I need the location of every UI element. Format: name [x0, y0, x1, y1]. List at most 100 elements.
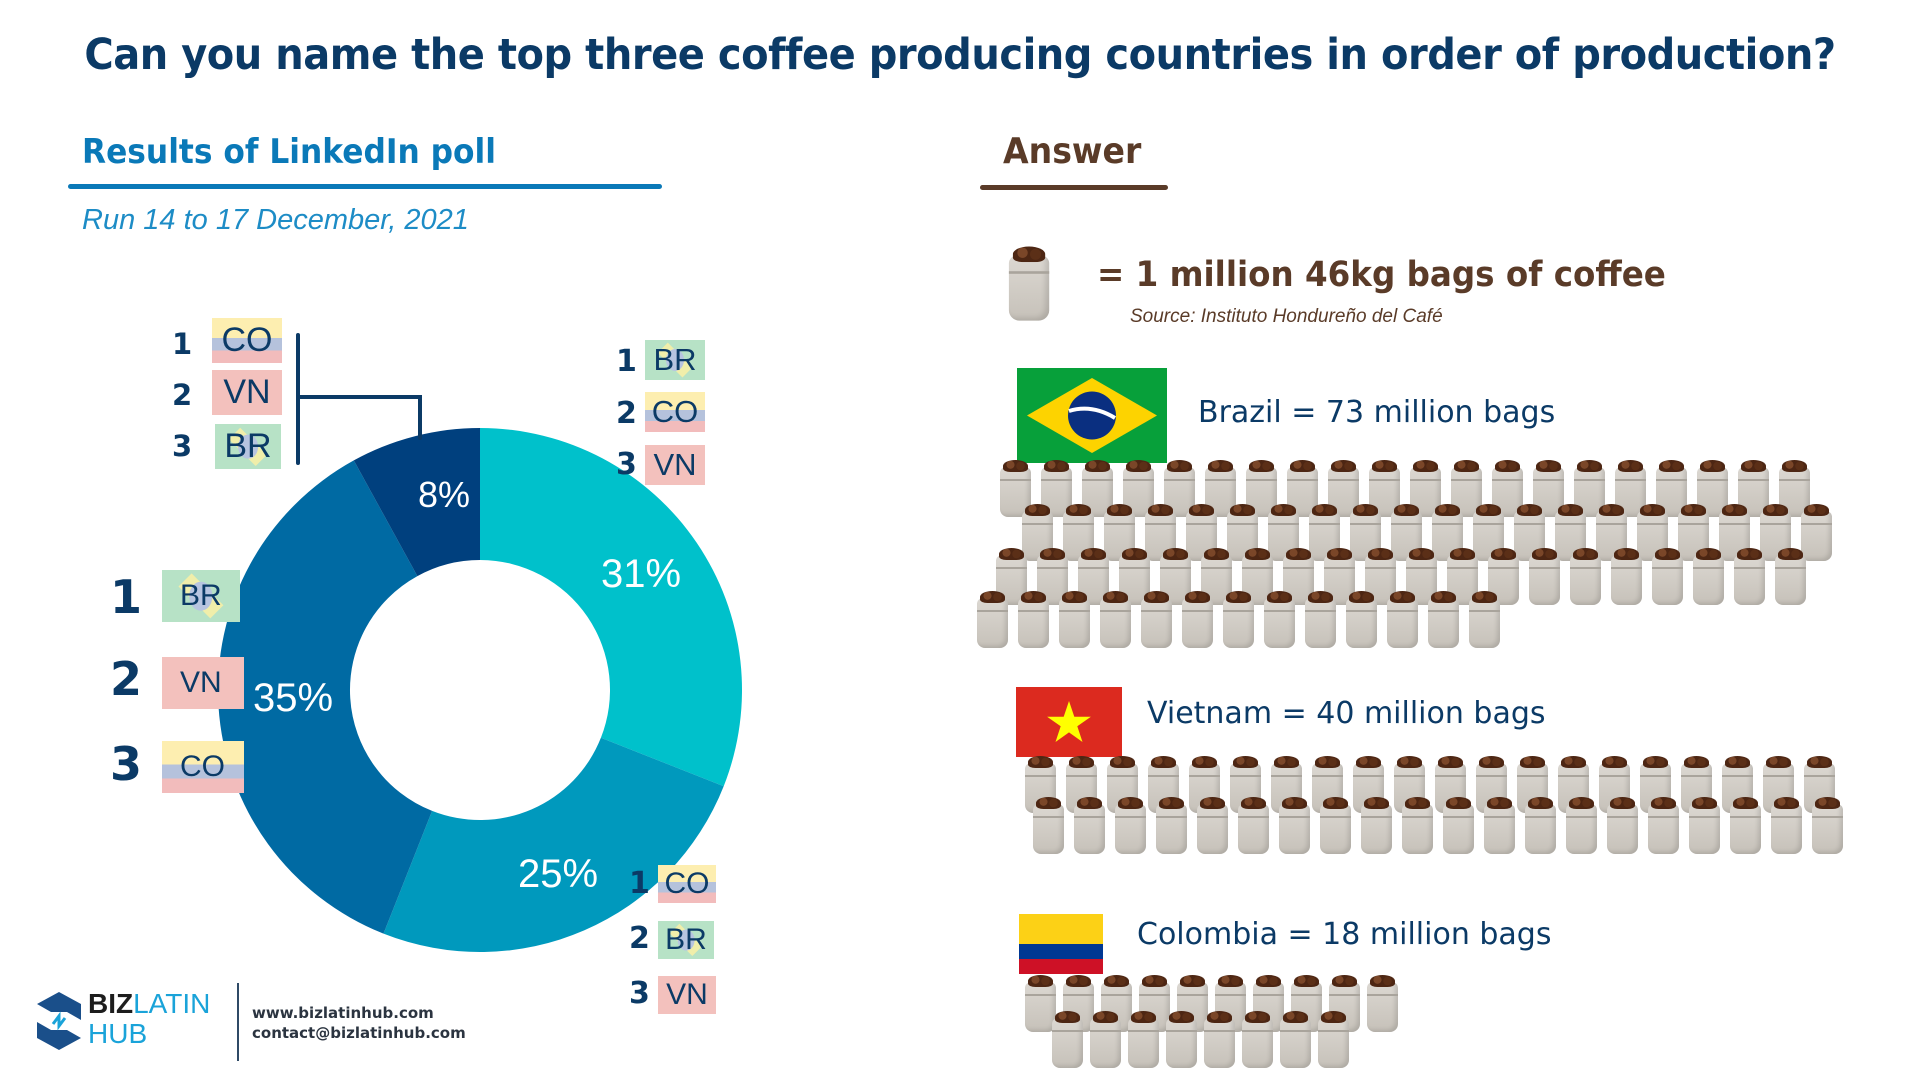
coffee-sack-icon [1015, 586, 1056, 650]
navy-connector [296, 333, 422, 465]
tag-co: CO [645, 392, 705, 432]
rank-number: 1 [110, 570, 143, 624]
footer-divider [237, 983, 239, 1061]
coffee-sack-icon [1425, 586, 1466, 650]
coffee-sack-icon [1801, 751, 1842, 815]
bizlatinhub-logo-icon [37, 992, 81, 1050]
source-text: Source: Instituto Hondureño del Café [1130, 306, 1443, 327]
email-link[interactable]: contact@bizlatinhub.com [252, 1024, 466, 1042]
rank-number: 3 [616, 447, 637, 482]
coffee-sack-icon [1302, 586, 1343, 650]
vietnam-flag [1016, 687, 1122, 757]
rank-number: 2 [616, 396, 637, 431]
vietnam-label: Vietnam = 40 million bags [1147, 696, 1546, 731]
coffee-sack-icon [1522, 792, 1563, 856]
coffee-sack-icon [1604, 792, 1645, 856]
coffee-sack-icon [1087, 1006, 1125, 1070]
colombia-label: Colombia = 18 million bags [1137, 917, 1552, 952]
coffee-sack-icon [1315, 1006, 1353, 1070]
tag-co: CO [212, 318, 282, 363]
page-title: Can you name the top three coffee produc… [84, 30, 1836, 80]
rank-number: 3 [629, 976, 650, 1011]
coffee-sack-icon [1277, 1006, 1315, 1070]
rank-number: 2 [110, 652, 143, 706]
tag-br: BR [645, 340, 705, 380]
tag-vn: VN [658, 976, 716, 1014]
coffee-sack-icon [1567, 543, 1608, 607]
coffee-sack-icon [1384, 586, 1425, 650]
coffee-sack-icon [1239, 1006, 1277, 1070]
brazil-flag [1017, 368, 1167, 463]
coffee-sack-icon [1727, 792, 1768, 856]
rank-number: 3 [172, 429, 193, 463]
coffee-sack-icon [1022, 970, 1060, 1034]
website-link[interactable]: www.bizlatinhub.com [252, 1004, 434, 1022]
coffee-sack-icon [1125, 1006, 1163, 1070]
brazil-label: Brazil = 73 million bags [1198, 395, 1556, 430]
coffee-sack-icon [1440, 792, 1481, 856]
coffee-sack-icon [1142, 499, 1183, 563]
coffee-sack-icon [1686, 792, 1727, 856]
coffee-sack-icon [1261, 586, 1302, 650]
coffee-sack-icon [1116, 543, 1157, 607]
coffee-sack-icon [1317, 792, 1358, 856]
tag-br: BR [215, 424, 281, 469]
rank-number: 3 [110, 737, 143, 791]
coffee-sack-icon [1772, 543, 1813, 607]
coffee-sack-icon [1235, 792, 1276, 856]
coffee-sack-icon [1220, 586, 1261, 650]
coffee-sack-icon [1466, 586, 1507, 650]
poll-subtitle: Run 14 to 17 December, 2021 [82, 204, 469, 236]
poll-title: Results of LinkedIn poll [82, 132, 496, 172]
rank-number: 1 [616, 344, 637, 379]
coffee-sack-icon [1201, 1006, 1239, 1070]
tag-vn: VN [645, 445, 705, 485]
rank-number: 2 [629, 921, 650, 956]
coffee-sack-icon [1481, 792, 1522, 856]
segment-label-8: 8% [418, 474, 471, 515]
coffee-sack-icon [1768, 792, 1809, 856]
coffee-sack-icon [1056, 586, 1097, 650]
coffee-sack-icon [1645, 792, 1686, 856]
coffee-sack-icon [1552, 499, 1593, 563]
coffee-sack-icon [1563, 792, 1604, 856]
coffee-sack-icon [1179, 586, 1220, 650]
rank-number: 2 [172, 378, 193, 412]
legend-text: = 1 million 46kg bags of coffee [1097, 255, 1666, 295]
coffee-sack-icon [1675, 499, 1716, 563]
segment-label-35: 35% [253, 676, 334, 720]
coffee-sack-icon [1399, 792, 1440, 856]
rank-number: 1 [172, 327, 193, 361]
answer-title: Answer [1003, 131, 1142, 172]
coffee-sack-icon [1470, 499, 1511, 563]
segment-label-25: 25% [518, 852, 599, 896]
tag-br: BR [162, 570, 240, 622]
coffee-sack-icon [1183, 499, 1224, 563]
bag-row [1030, 792, 1850, 856]
colombia-flag [1019, 914, 1103, 974]
tag-co: CO [162, 741, 244, 793]
tag-co: CO [658, 865, 716, 903]
coffee-sack-icon [1612, 455, 1653, 519]
segment-31 [480, 428, 743, 787]
segment-25 [383, 737, 724, 953]
coffee-sack-icon [1809, 792, 1850, 856]
rank-number: 1 [629, 866, 650, 901]
coffee-sack-icon [1071, 792, 1112, 856]
coffee-sack-icon [1276, 792, 1317, 856]
coffee-sack-icon [1343, 586, 1384, 650]
segment-35 [217, 460, 433, 934]
poll-donut-chart [217, 428, 743, 953]
answer-title-underline [980, 185, 1168, 190]
coffee-sack-icon [974, 586, 1015, 650]
bag-row [1049, 1006, 1353, 1070]
coffee-sack-icon [1049, 1006, 1087, 1070]
segment-label-31: 31% [601, 552, 682, 596]
coffee-sack-icon [1153, 792, 1194, 856]
coffee-sack-icon [1511, 499, 1552, 563]
coffee-sack-icon [993, 543, 1034, 607]
coffee-sack-icon [1101, 499, 1142, 563]
bag-row [974, 586, 1507, 650]
segment-8 [353, 428, 480, 577]
tag-vn: VN [162, 657, 244, 709]
